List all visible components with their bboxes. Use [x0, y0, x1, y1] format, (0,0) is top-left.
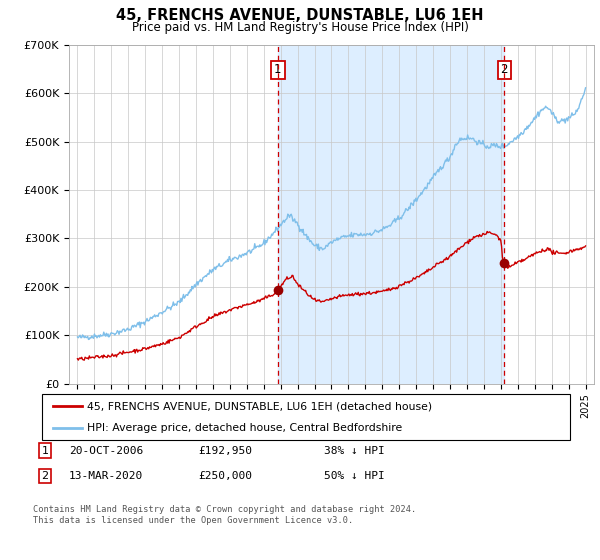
Text: 20-OCT-2006: 20-OCT-2006 — [69, 446, 143, 456]
Text: Price paid vs. HM Land Registry's House Price Index (HPI): Price paid vs. HM Land Registry's House … — [131, 21, 469, 34]
Text: 1: 1 — [41, 446, 49, 456]
Text: 1: 1 — [274, 63, 281, 77]
Text: 45, FRENCHS AVENUE, DUNSTABLE, LU6 1EH: 45, FRENCHS AVENUE, DUNSTABLE, LU6 1EH — [116, 8, 484, 24]
Text: 45, FRENCHS AVENUE, DUNSTABLE, LU6 1EH (detached house): 45, FRENCHS AVENUE, DUNSTABLE, LU6 1EH (… — [87, 401, 432, 411]
Text: 50% ↓ HPI: 50% ↓ HPI — [324, 471, 385, 481]
Text: 2: 2 — [41, 471, 49, 481]
Text: £250,000: £250,000 — [198, 471, 252, 481]
Text: 13-MAR-2020: 13-MAR-2020 — [69, 471, 143, 481]
Text: HPI: Average price, detached house, Central Bedfordshire: HPI: Average price, detached house, Cent… — [87, 423, 402, 433]
Text: Contains HM Land Registry data © Crown copyright and database right 2024.
This d: Contains HM Land Registry data © Crown c… — [33, 505, 416, 525]
Bar — [278, 45, 504, 384]
Text: £192,950: £192,950 — [198, 446, 252, 456]
Text: 2: 2 — [500, 63, 508, 77]
Text: 38% ↓ HPI: 38% ↓ HPI — [324, 446, 385, 456]
